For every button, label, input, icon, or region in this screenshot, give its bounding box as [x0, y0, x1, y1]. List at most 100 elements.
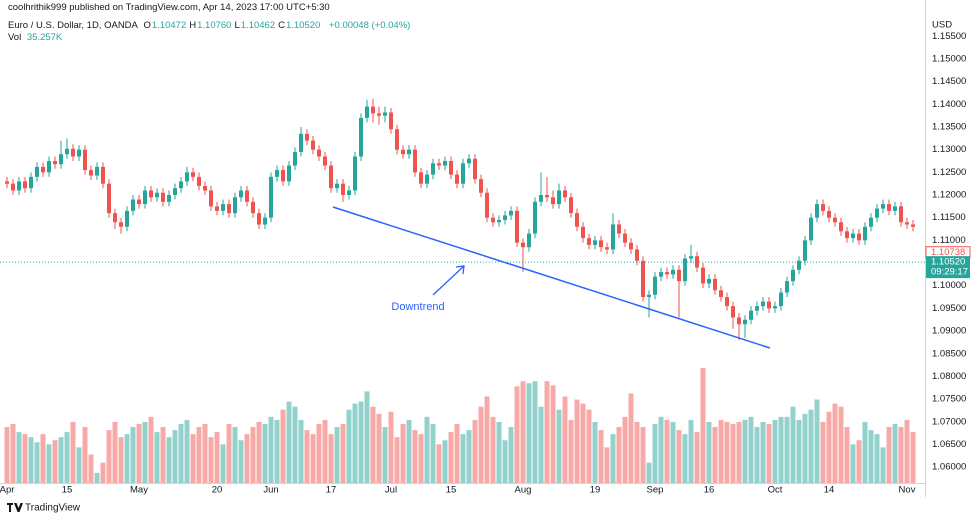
volume-layer — [4, 368, 916, 483]
volume-bar — [802, 413, 808, 483]
x-tick-label: Apr — [0, 485, 14, 496]
x-tick-label: 15 — [446, 485, 457, 496]
candle-body — [749, 310, 753, 320]
volume-bar — [310, 434, 316, 483]
x-tick-label: 17 — [326, 485, 337, 496]
volume-bar — [838, 406, 844, 483]
candle-body — [89, 170, 93, 176]
annotation: Downtrend — [391, 301, 444, 313]
volume-bar — [418, 434, 424, 483]
candle-body — [803, 240, 807, 261]
candle-body — [329, 165, 333, 189]
candle-body — [455, 174, 459, 184]
volume-bar — [754, 427, 760, 483]
volume-bar — [448, 432, 454, 483]
candle-body — [641, 260, 645, 298]
last-price-box — [926, 256, 970, 279]
volume-bar — [628, 393, 634, 483]
volume-bar — [454, 423, 460, 483]
volume-bar — [562, 396, 568, 483]
candle-body — [77, 149, 81, 157]
volume-bar — [772, 419, 778, 483]
volume-bar — [136, 423, 142, 483]
y-tick-label: 1.15000 — [932, 53, 966, 64]
y-tick-label: 1.13500 — [932, 122, 966, 133]
volume-bar — [364, 391, 370, 483]
volume-bar — [658, 416, 664, 483]
volume-bar — [208, 437, 214, 483]
y-tick-label: 1.07500 — [932, 394, 966, 405]
volume-bar — [724, 421, 730, 483]
candle-body — [677, 269, 681, 282]
volume-bar — [106, 430, 112, 483]
volume-bar — [844, 427, 850, 483]
x-tick-label: 14 — [824, 485, 835, 496]
volume-bar — [748, 416, 754, 483]
annotation-arrow — [432, 265, 465, 296]
candle-body — [899, 206, 903, 223]
y-tick-label: 1.12500 — [932, 167, 966, 178]
candle-body — [281, 170, 285, 182]
volume-bar — [502, 440, 508, 483]
candle-body — [23, 181, 27, 189]
ohlc-key: O — [143, 20, 151, 31]
volume-bar — [316, 423, 322, 483]
y-tick-label: 1.14000 — [932, 99, 966, 110]
volume-bar — [856, 440, 862, 483]
volume-bar — [76, 447, 82, 483]
candle-body — [341, 183, 345, 196]
volume-value: 35.257K — [26, 32, 63, 43]
volume-bar — [340, 423, 346, 483]
candle-body — [209, 190, 213, 207]
volume-label: Vol — [8, 32, 22, 43]
volume-bar — [190, 434, 196, 483]
volume-bar — [646, 462, 652, 483]
volume-bar — [898, 427, 904, 483]
candle-body — [731, 306, 735, 318]
volume-bar — [736, 421, 742, 483]
candle-body — [911, 224, 915, 227]
candle-body — [251, 201, 255, 214]
x-tick-label: Jul — [385, 485, 397, 496]
volume-bar — [202, 423, 208, 483]
candle-body — [443, 161, 447, 166]
volume-bar — [874, 434, 880, 483]
ohlc-key: L — [234, 20, 240, 31]
volume-bar — [334, 427, 340, 483]
candle-body — [29, 176, 33, 189]
volume-bar — [778, 416, 784, 483]
candle-layer — [5, 98, 915, 341]
x-tick-label: Nov — [899, 485, 916, 496]
candle-body — [269, 176, 273, 218]
candle-body — [17, 181, 21, 191]
volume-bar — [460, 434, 466, 483]
change: +0.00048 (+0.04%) — [328, 20, 411, 31]
volume-bar — [292, 406, 298, 483]
candle-body — [869, 217, 873, 227]
volume-bar — [604, 447, 610, 483]
footer-text: TradingView — [25, 503, 81, 514]
candle-body — [239, 190, 243, 198]
candle-body — [353, 156, 357, 191]
volume-bar — [70, 421, 76, 483]
volume-bar — [850, 444, 856, 483]
volume-bar — [784, 416, 790, 483]
candle-body — [611, 224, 615, 250]
countdown: 09:29:17 — [931, 267, 968, 278]
candle-body — [365, 106, 369, 118]
candle-body — [845, 231, 849, 239]
candle-body — [167, 195, 171, 202]
volume-bar — [10, 423, 16, 483]
ohlc-value: 1.10760 — [197, 20, 232, 31]
candle-body — [245, 190, 249, 202]
y-tick-label: 1.06000 — [932, 462, 966, 473]
published-line: coolhrithik999 published on TradingView.… — [8, 2, 333, 13]
candle-body — [431, 163, 435, 175]
x-tick-label: 20 — [212, 485, 223, 496]
volume-bar — [406, 419, 412, 483]
candle-body — [185, 172, 189, 182]
candle-body — [881, 204, 885, 209]
ohlc-value: 1.10462 — [240, 20, 276, 31]
volume-bar — [304, 430, 310, 483]
